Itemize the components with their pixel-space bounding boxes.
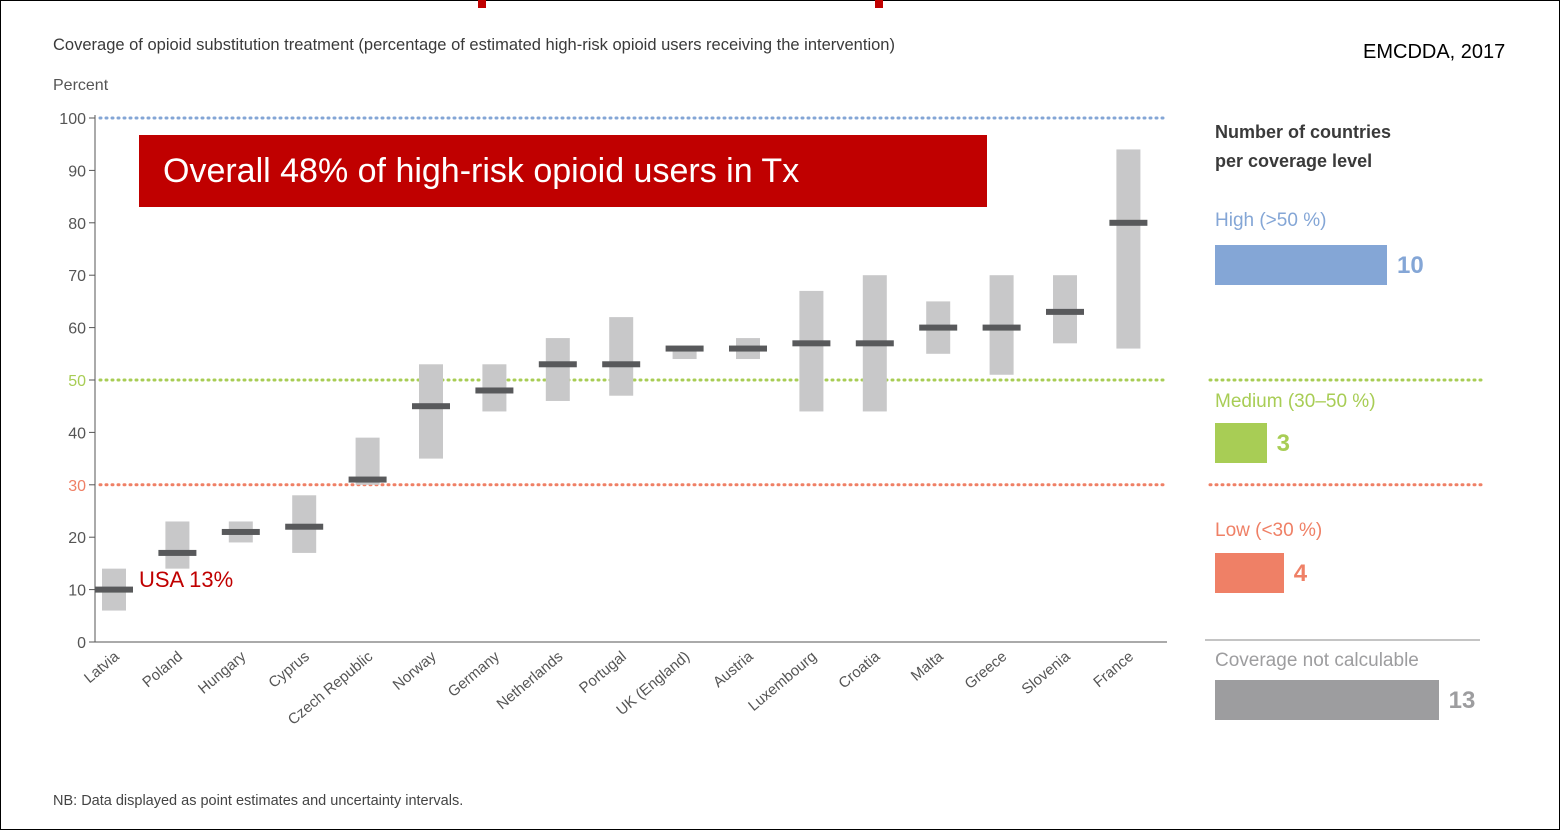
- y-tick-label-0: 0: [77, 635, 86, 652]
- x-tick-label-slovenia: Slovenia: [1019, 648, 1075, 698]
- x-tick-label-luxembourg: Luxembourg: [745, 648, 820, 715]
- range-bar-france: [1116, 149, 1141, 349]
- point-estimate-netherlands: [538, 361, 577, 368]
- top-red-mark-left: [478, 0, 486, 8]
- point-estimate-portugal: [602, 361, 641, 368]
- x-tick-label-croatia: Croatia: [835, 648, 883, 693]
- range-bar-netherlands: [545, 338, 570, 401]
- y-axis-label: Percent: [53, 77, 109, 94]
- side-heading-line1: Number of countries: [1215, 122, 1392, 142]
- point-estimate-france: [1109, 219, 1148, 226]
- level-high-bar: [1215, 245, 1387, 285]
- range-bar-portugal: [609, 317, 634, 396]
- level-low-label: Low (<30 %): [1215, 520, 1323, 541]
- y-tick-label-60: 60: [68, 321, 86, 338]
- x-tick-label-greece: Greece: [962, 648, 1011, 693]
- top-red-mark-right: [875, 0, 883, 8]
- level-na-bar: [1215, 680, 1439, 720]
- x-tick-label-france: France: [1090, 648, 1137, 691]
- x-tick-label-portugal: Portugal: [576, 648, 630, 697]
- y-tick-label-80: 80: [68, 216, 86, 233]
- y-tick-label-40: 40: [68, 425, 86, 442]
- footnote: NB: Data displayed as point estimates an…: [53, 793, 464, 809]
- y-tick-label-20: 20: [68, 530, 86, 547]
- level-medium-count: 3: [1276, 430, 1290, 457]
- y-tick-label-100: 100: [59, 111, 86, 128]
- chart-title: Coverage of opioid substitution treatmen…: [53, 36, 895, 54]
- y-tick-label-90: 90: [68, 163, 86, 180]
- point-estimate-slovenia: [1046, 308, 1084, 315]
- level-low-bar: [1215, 553, 1284, 593]
- x-tick-label-austria: Austria: [710, 648, 757, 691]
- point-estimate-poland: [158, 549, 197, 556]
- point-estimate-germany: [475, 387, 514, 394]
- level-high-count: 10: [1397, 252, 1424, 279]
- level-na-label: Coverage not calculable: [1215, 650, 1419, 671]
- point-estimate-austria: [729, 345, 767, 352]
- usa-annotation: USA 13%: [139, 567, 234, 592]
- y-tick-label-10: 10: [68, 583, 86, 600]
- side-panel-heading: Number of countries per coverage level: [1215, 118, 1391, 176]
- x-tick-label-norway: Norway: [390, 648, 440, 694]
- point-estimate-luxembourg: [792, 340, 831, 347]
- level-low-count: 4: [1293, 560, 1308, 587]
- y-tick-label-30: 30: [68, 478, 86, 495]
- y-tick-label-70: 70: [68, 268, 86, 285]
- callout-banner: Overall 48% of high-risk opioid users in…: [139, 135, 987, 207]
- x-tick-label-latvia: Latvia: [81, 648, 123, 687]
- point-estimate-greece: [982, 324, 1021, 331]
- point-estimate-hungary: [221, 528, 260, 535]
- point-estimate-uk-england: [665, 345, 704, 352]
- point-estimate-norway: [412, 403, 450, 410]
- point-estimate-croatia: [855, 340, 894, 347]
- point-estimate-latvia: [95, 586, 133, 593]
- side-heading-line2: per coverage level: [1215, 151, 1373, 171]
- y-tick-label-50: 50: [68, 373, 86, 390]
- point-estimate-cyprus: [285, 523, 324, 530]
- point-estimate-czech-republic: [348, 476, 387, 483]
- level-na-count: 13: [1448, 687, 1476, 714]
- point-estimate-malta: [919, 324, 958, 331]
- level-medium-label: Medium (30–50 %): [1215, 391, 1376, 412]
- range-bar-luxembourg: [799, 290, 824, 412]
- range-bar-uk-england: [672, 348, 697, 360]
- range-bar-norway: [419, 364, 443, 459]
- source-label: EMCDDA, 2017: [1363, 41, 1506, 63]
- x-tick-label-netherlands: Netherlands: [493, 648, 566, 713]
- x-tick-label-malta: Malta: [908, 648, 948, 685]
- level-high-label: High (>50 %): [1215, 210, 1327, 231]
- x-tick-label-hungary: Hungary: [195, 648, 250, 698]
- x-tick-label-germany: Germany: [445, 648, 504, 701]
- x-tick-label-cyprus: Cyprus: [265, 648, 312, 692]
- range-bar-poland: [165, 521, 190, 569]
- x-tick-label-poland: Poland: [139, 648, 186, 691]
- level-medium-bar: [1215, 423, 1267, 463]
